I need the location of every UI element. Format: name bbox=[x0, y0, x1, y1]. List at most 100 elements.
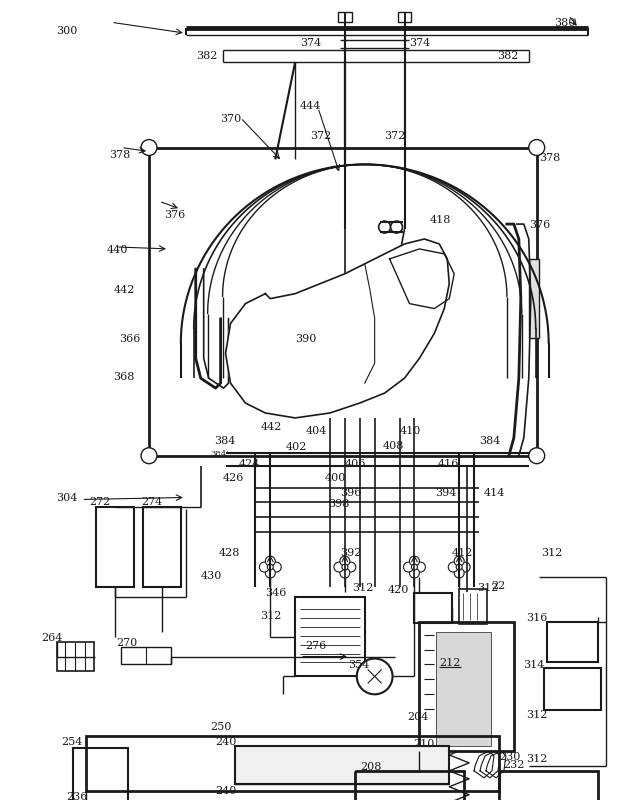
Text: 236: 236 bbox=[67, 791, 88, 801]
Text: 384: 384 bbox=[214, 435, 236, 445]
Text: 270: 270 bbox=[116, 637, 138, 646]
Text: 276: 276 bbox=[305, 640, 326, 650]
Circle shape bbox=[390, 222, 403, 234]
Text: 394: 394 bbox=[435, 487, 457, 497]
Bar bbox=[86, 736, 499, 791]
Circle shape bbox=[342, 565, 348, 570]
Text: 254: 254 bbox=[61, 736, 83, 746]
Circle shape bbox=[259, 562, 269, 573]
Text: 402: 402 bbox=[285, 441, 307, 451]
Text: 390: 390 bbox=[295, 334, 317, 344]
Circle shape bbox=[529, 141, 545, 157]
Bar bbox=[338, 14, 352, 23]
Bar bbox=[529, 259, 539, 339]
Text: 384: 384 bbox=[479, 435, 500, 445]
Bar bbox=[397, 14, 412, 23]
Text: 274: 274 bbox=[141, 497, 163, 507]
Text: 412: 412 bbox=[451, 548, 472, 557]
Text: 312: 312 bbox=[526, 709, 547, 719]
Circle shape bbox=[456, 565, 462, 570]
Text: 368: 368 bbox=[113, 372, 134, 381]
Text: 272: 272 bbox=[90, 497, 111, 507]
Circle shape bbox=[454, 556, 464, 566]
Text: 346: 346 bbox=[266, 587, 287, 597]
Text: 380: 380 bbox=[554, 18, 575, 28]
Text: 210: 210 bbox=[413, 738, 435, 748]
Text: 300: 300 bbox=[56, 26, 78, 36]
Text: 442: 442 bbox=[260, 422, 282, 431]
Circle shape bbox=[529, 448, 545, 464]
Text: 240: 240 bbox=[216, 736, 237, 746]
Bar bbox=[143, 507, 181, 587]
Circle shape bbox=[460, 562, 470, 573]
Circle shape bbox=[410, 569, 419, 578]
Text: 378: 378 bbox=[109, 150, 131, 161]
Text: 312: 312 bbox=[352, 582, 373, 592]
Text: 428: 428 bbox=[219, 548, 240, 557]
Text: 396: 396 bbox=[340, 487, 361, 497]
Text: 250: 250 bbox=[211, 721, 232, 732]
Text: 354: 354 bbox=[348, 659, 369, 670]
Circle shape bbox=[403, 562, 413, 573]
Text: 204: 204 bbox=[408, 711, 429, 721]
Text: 416: 416 bbox=[437, 458, 459, 468]
Text: 376: 376 bbox=[164, 210, 185, 220]
Circle shape bbox=[415, 562, 426, 573]
Text: 240: 240 bbox=[216, 785, 237, 795]
Bar bbox=[74, 748, 128, 803]
Text: 314: 314 bbox=[523, 659, 544, 670]
Circle shape bbox=[266, 556, 275, 566]
Circle shape bbox=[379, 222, 390, 234]
Text: 420: 420 bbox=[388, 585, 409, 594]
Text: 312: 312 bbox=[260, 610, 282, 620]
Circle shape bbox=[410, 556, 419, 566]
Circle shape bbox=[454, 569, 464, 578]
Circle shape bbox=[141, 141, 157, 157]
Text: 442: 442 bbox=[113, 284, 134, 295]
Bar bbox=[149, 149, 537, 456]
Circle shape bbox=[448, 562, 458, 573]
Text: 312: 312 bbox=[541, 548, 562, 557]
Bar bbox=[499, 771, 598, 803]
Bar bbox=[419, 622, 514, 751]
Text: 382: 382 bbox=[497, 51, 518, 61]
Circle shape bbox=[356, 658, 392, 695]
Bar bbox=[295, 597, 365, 677]
Text: 232: 232 bbox=[503, 759, 524, 769]
Text: 212: 212 bbox=[439, 657, 461, 666]
Text: 376: 376 bbox=[529, 220, 550, 230]
Bar bbox=[121, 646, 171, 665]
Text: 408: 408 bbox=[383, 440, 404, 450]
Text: 312: 312 bbox=[477, 582, 499, 592]
Text: 444: 444 bbox=[300, 100, 321, 111]
Text: 372: 372 bbox=[310, 130, 332, 141]
Text: 414: 414 bbox=[484, 487, 506, 497]
Text: 230: 230 bbox=[499, 751, 520, 761]
Text: 410: 410 bbox=[399, 426, 421, 435]
Bar bbox=[459, 589, 487, 624]
Text: 426: 426 bbox=[223, 472, 244, 482]
Text: 418: 418 bbox=[429, 215, 451, 225]
Text: 384': 384' bbox=[211, 449, 229, 457]
Circle shape bbox=[340, 556, 350, 566]
Text: 374: 374 bbox=[410, 38, 431, 48]
Text: 316: 316 bbox=[526, 612, 547, 622]
Bar bbox=[56, 642, 94, 671]
Circle shape bbox=[271, 562, 281, 573]
Text: 404: 404 bbox=[306, 426, 328, 435]
Circle shape bbox=[141, 448, 157, 464]
Text: 424: 424 bbox=[239, 458, 260, 468]
Text: 372: 372 bbox=[385, 130, 406, 141]
Text: 22: 22 bbox=[491, 581, 505, 590]
Text: 366: 366 bbox=[119, 334, 141, 344]
Bar bbox=[544, 669, 602, 711]
Polygon shape bbox=[390, 250, 454, 309]
Text: 406: 406 bbox=[345, 458, 366, 468]
Text: 304: 304 bbox=[56, 493, 78, 503]
Text: 382: 382 bbox=[196, 51, 217, 61]
Text: 440: 440 bbox=[106, 245, 127, 255]
Circle shape bbox=[412, 565, 417, 570]
Text: 430: 430 bbox=[201, 570, 222, 581]
Bar bbox=[436, 632, 491, 746]
Text: 370: 370 bbox=[221, 113, 242, 124]
